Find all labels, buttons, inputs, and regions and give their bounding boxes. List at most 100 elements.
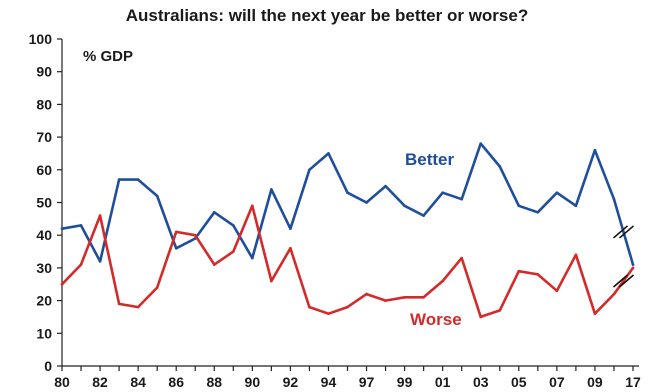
data-point-worse <box>212 263 216 266</box>
data-point-better <box>79 224 83 227</box>
x-tick-label: 80 <box>54 374 70 390</box>
data-point-worse <box>422 296 425 299</box>
data-point-better <box>460 197 464 201</box>
x-tick-label: 84 <box>130 374 146 390</box>
data-point-worse <box>327 312 330 315</box>
data-point-better <box>555 191 559 194</box>
data-point-worse <box>60 282 64 286</box>
data-point-worse <box>117 302 121 306</box>
data-point-worse <box>384 299 387 302</box>
y-tick-label: 60 <box>36 162 52 178</box>
data-point-better <box>212 211 216 214</box>
data-point-better <box>593 148 597 152</box>
chart-title: Australians: will the next year be bette… <box>125 6 529 25</box>
x-tick-label: 17 <box>625 374 641 390</box>
data-point-better <box>403 204 406 208</box>
x-tick-label: 09 <box>587 374 603 390</box>
data-point-better <box>612 197 616 201</box>
data-point-better <box>117 178 121 181</box>
data-point-worse <box>232 250 235 253</box>
data-point-better <box>98 260 102 263</box>
axis-break-slash <box>618 274 635 288</box>
data-point-worse <box>270 279 273 283</box>
data-point-worse <box>79 263 83 266</box>
data-point-worse <box>498 309 502 312</box>
x-tick-label: 90 <box>245 374 261 390</box>
y-tick-label: 50 <box>36 195 52 211</box>
y-tick-label: 40 <box>36 227 52 243</box>
data-point-worse <box>479 315 483 319</box>
data-point-better <box>365 201 368 204</box>
x-tick-label: 01 <box>435 374 451 390</box>
series-label-worse: Worse <box>410 310 462 329</box>
data-point-better <box>155 194 159 198</box>
y-tick-label: 90 <box>36 64 52 80</box>
series-layer <box>60 142 635 319</box>
y-tick-label: 30 <box>36 260 52 276</box>
y-tick-label: 0 <box>44 358 52 374</box>
data-point-better <box>517 204 521 208</box>
x-tick-label: 86 <box>168 374 184 390</box>
y-axis: 0 10 20 30 40 50 60 70 80 90 100 <box>29 31 63 374</box>
data-point-better <box>174 246 178 250</box>
axis-break-markers <box>612 225 635 288</box>
data-point-worse <box>517 269 521 273</box>
x-tick-label: 97 <box>359 374 375 390</box>
data-point-better <box>327 152 330 155</box>
series-line-better <box>60 142 635 266</box>
data-point-worse <box>98 214 102 217</box>
data-point-worse <box>251 204 254 208</box>
data-point-better <box>136 178 140 181</box>
data-point-better <box>479 142 483 145</box>
series-line-worse <box>60 204 635 319</box>
data-point-better <box>384 184 387 188</box>
data-point-better <box>251 256 254 260</box>
data-point-better <box>232 224 235 227</box>
x-tick-label: 99 <box>397 374 413 390</box>
data-point-worse <box>155 286 159 289</box>
x-tick-label: 03 <box>473 374 489 390</box>
data-point-better <box>441 191 444 194</box>
x-tick-label: 07 <box>549 374 565 390</box>
y-tick-label: 100 <box>29 31 53 47</box>
data-point-worse <box>308 305 311 309</box>
data-point-better <box>422 214 425 217</box>
data-point-worse <box>574 253 578 257</box>
data-point-better <box>270 188 273 191</box>
data-point-better <box>631 263 635 266</box>
x-tick-label: 82 <box>92 374 108 390</box>
data-point-better <box>536 211 540 214</box>
data-point-worse <box>631 266 635 270</box>
axis-break-slash <box>612 274 629 288</box>
y-tick-label: 70 <box>36 129 52 145</box>
series-label-better: Better <box>405 150 455 169</box>
x-tick-label: 92 <box>283 374 299 390</box>
data-point-better <box>289 227 292 230</box>
axis-break-slash <box>612 225 629 239</box>
data-point-worse <box>193 233 197 237</box>
data-point-worse <box>536 273 540 276</box>
data-point-worse <box>403 296 406 299</box>
data-point-worse <box>593 312 597 315</box>
y-tick-label: 10 <box>36 325 52 341</box>
axis-break-slash <box>618 225 635 239</box>
data-point-worse <box>612 292 616 296</box>
x-tick-label: 05 <box>511 374 527 390</box>
data-point-better <box>308 168 311 172</box>
unit-label: % GDP <box>83 48 133 65</box>
data-point-worse <box>460 256 464 260</box>
x-tick-label: 88 <box>206 374 222 390</box>
y-tick-label: 20 <box>36 293 52 309</box>
x-axis: 80 82 84 86 88 90 92 94 97 99 01 03 05 07 09 17 <box>54 365 641 390</box>
data-point-worse <box>555 289 559 293</box>
data-point-better <box>60 227 64 230</box>
data-point-worse <box>289 246 292 250</box>
data-point-better <box>574 204 578 208</box>
data-point-worse <box>136 305 140 309</box>
data-point-better <box>346 191 349 194</box>
y-tick-label: 80 <box>36 96 52 112</box>
data-point-worse <box>174 230 178 234</box>
data-point-worse <box>346 305 349 309</box>
data-point-worse <box>365 292 368 296</box>
